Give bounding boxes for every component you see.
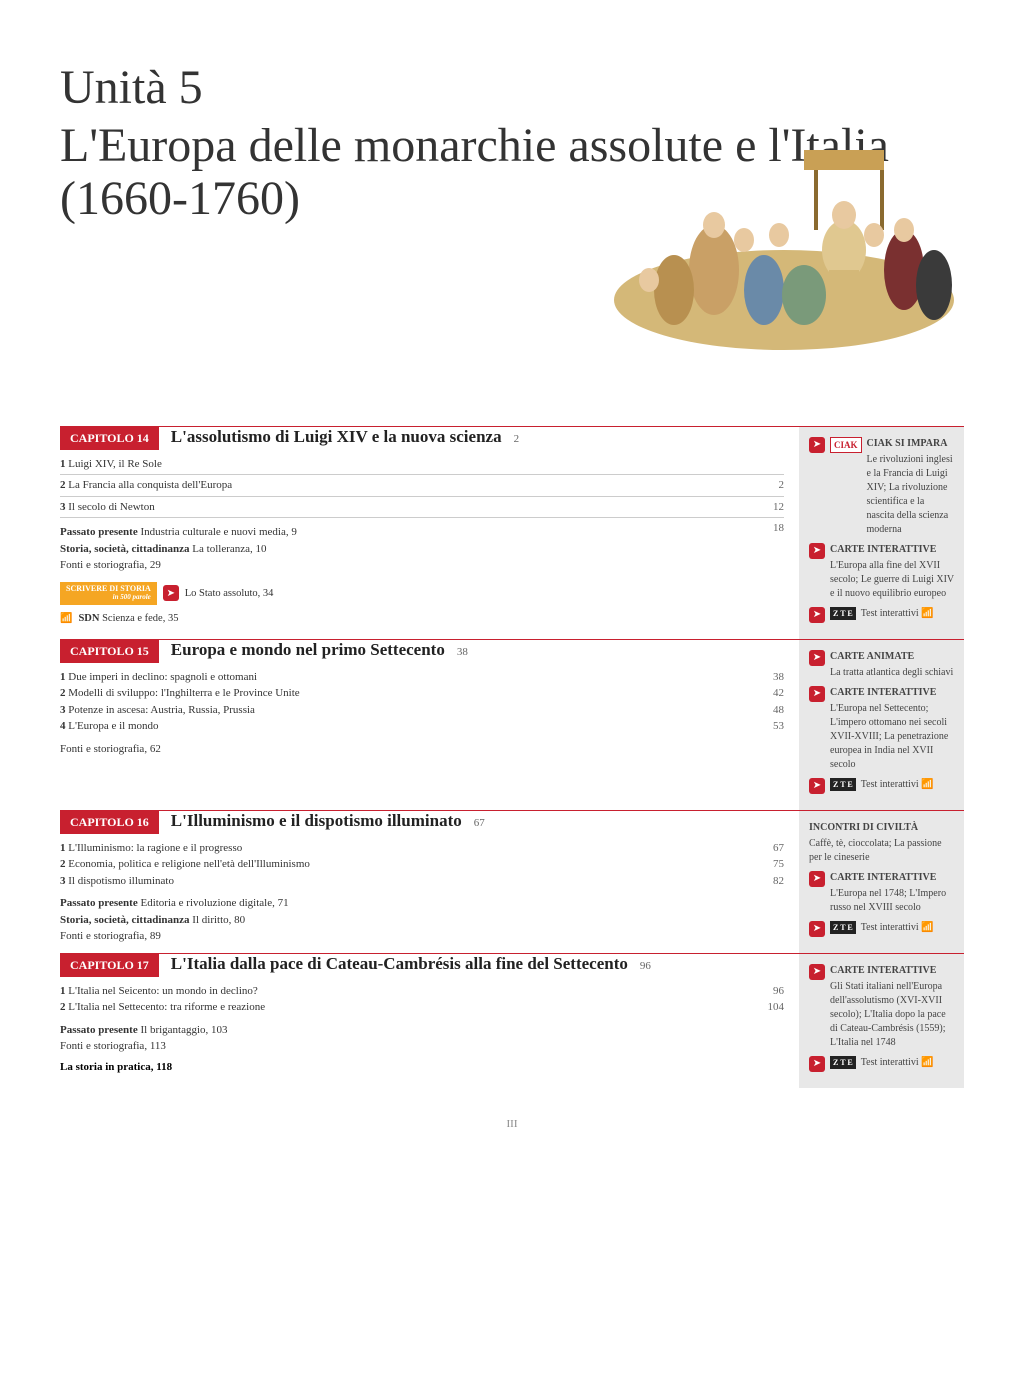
sidebar-resource: ➤CARTE INTERATTIVEL'Europa nel Settecent… xyxy=(809,686,954,772)
sidebar-resource: ➤CARTE INTERATTIVEL'Europa alla fine del… xyxy=(809,543,954,601)
chapter-title: L'Italia dalla pace di Cateau-Cambrésis … xyxy=(171,954,628,974)
cursor-icon: ➤ xyxy=(809,686,825,702)
sidebar-resource: ➤CARTE INTERATTIVEGli Stati italiani nel… xyxy=(809,964,954,1050)
chapter-sections: 1 Luigi XIV, il Re Sole22 La Francia all… xyxy=(60,456,784,519)
chapter-page: 67 xyxy=(474,817,485,829)
hero-illustration xyxy=(604,140,964,350)
chapter-sidebar: ➤CARTE INTERATTIVEGli Stati italiani nel… xyxy=(799,954,964,1088)
chapter-extras: Passato presente Il brigantaggio, 103Fon… xyxy=(60,1022,784,1055)
chapter-block: CAPITOLO 17 L'Italia dalla pace di Catea… xyxy=(60,953,964,1088)
sidebar-resource: ➤CARTE ANIMATELa tratta atlantica degli … xyxy=(809,650,954,680)
chapter-extras: Passato presente Industria culturale e n… xyxy=(60,524,784,574)
cursor-icon: ➤ xyxy=(809,650,825,666)
scrivere-badge: SCRIVERE DI STORIAin 500 parole xyxy=(60,582,157,606)
cursor-icon: ➤ xyxy=(809,871,825,887)
cursor-icon: ➤ xyxy=(809,543,825,559)
chapter-sections: 1 L'Italia nel Seicento: un mondo in dec… xyxy=(60,983,784,1016)
sidebar-resource: INCONTRI DI CIVILTÀCaffè, tè, cioccolata… xyxy=(809,821,954,865)
cursor-icon: ➤ xyxy=(809,607,825,623)
chapter-sidebar: ➤CARTE ANIMATELa tratta atlantica degli … xyxy=(799,640,964,810)
chapter-title: Europa e mondo nel primo Settecento xyxy=(171,640,445,660)
chapter-block: CAPITOLO 15 Europa e mondo nel primo Set… xyxy=(60,639,964,810)
wifi-icon: 📶 xyxy=(60,613,72,624)
chapter-badge: CAPITOLO 17 xyxy=(60,954,159,977)
chapter-page: 96 xyxy=(640,960,651,972)
sidebar-resource: ➤CARTE INTERATTIVEL'Europa nel 1748; L'I… xyxy=(809,871,954,915)
chapter-block: CAPITOLO 16 L'Illuminismo e il dispotism… xyxy=(60,810,964,953)
chapter-badge: CAPITOLO 15 xyxy=(60,640,159,663)
ciak-badge: CIAK xyxy=(830,437,862,454)
chapter-badge: CAPITOLO 14 xyxy=(60,427,159,450)
unit-number: Unità 5 xyxy=(60,60,964,115)
zte-badge: Z T E xyxy=(830,921,856,934)
zte-badge: Z T E xyxy=(830,778,856,791)
zte-badge: Z T E xyxy=(830,607,856,620)
sidebar-resource: ➤CIAKCIAK SI IMPARALe rivoluzioni ingles… xyxy=(809,437,954,537)
cursor-icon: ➤ xyxy=(809,1056,825,1072)
sidebar-resource: ➤Z T ETest interattivi 📶 xyxy=(809,607,954,623)
chapter-page: 2 xyxy=(514,433,520,445)
chapter-title: L'assolutismo di Luigi XIV e la nuova sc… xyxy=(171,427,502,447)
chapter-sidebar: INCONTRI DI CIVILTÀCaffè, tè, cioccolata… xyxy=(799,811,964,953)
cursor-icon: ➤ xyxy=(809,437,825,453)
cursor-icon: ➤ xyxy=(809,778,825,794)
sidebar-resource: ➤Z T ETest interattivi 📶 xyxy=(809,1056,954,1072)
chapter-title: L'Illuminismo e il dispotismo illuminato xyxy=(171,811,462,831)
zte-badge: Z T E xyxy=(830,1056,856,1069)
chapter-page: 38 xyxy=(457,646,468,658)
cursor-icon: ➤ xyxy=(809,921,825,937)
cursor-icon: ➤ xyxy=(809,964,825,980)
page-number: III xyxy=(60,1118,964,1130)
chapter-sidebar: ➤CIAKCIAK SI IMPARALe rivoluzioni ingles… xyxy=(799,427,964,639)
sidebar-resource: ➤Z T ETest interattivi 📶 xyxy=(809,921,954,937)
chapter-sections: 1 L'Illuminismo: la ragione e il progres… xyxy=(60,840,784,890)
chapter-extras: Fonti e storiografia, 62 xyxy=(60,741,784,758)
chapter-badge: CAPITOLO 16 xyxy=(60,811,159,834)
chapter-block: CAPITOLO 14 L'assolutismo di Luigi XIV e… xyxy=(60,426,964,639)
sidebar-resource: ➤Z T ETest interattivi 📶 xyxy=(809,778,954,794)
chapter-sections: 1 Due imperi in declino: spagnoli e otto… xyxy=(60,669,784,735)
chapter-extras: Passato presente Editoria e rivoluzione … xyxy=(60,895,784,945)
cursor-icon: ➤ xyxy=(163,585,179,601)
table-of-contents: CAPITOLO 14 L'assolutismo di Luigi XIV e… xyxy=(60,426,964,1088)
